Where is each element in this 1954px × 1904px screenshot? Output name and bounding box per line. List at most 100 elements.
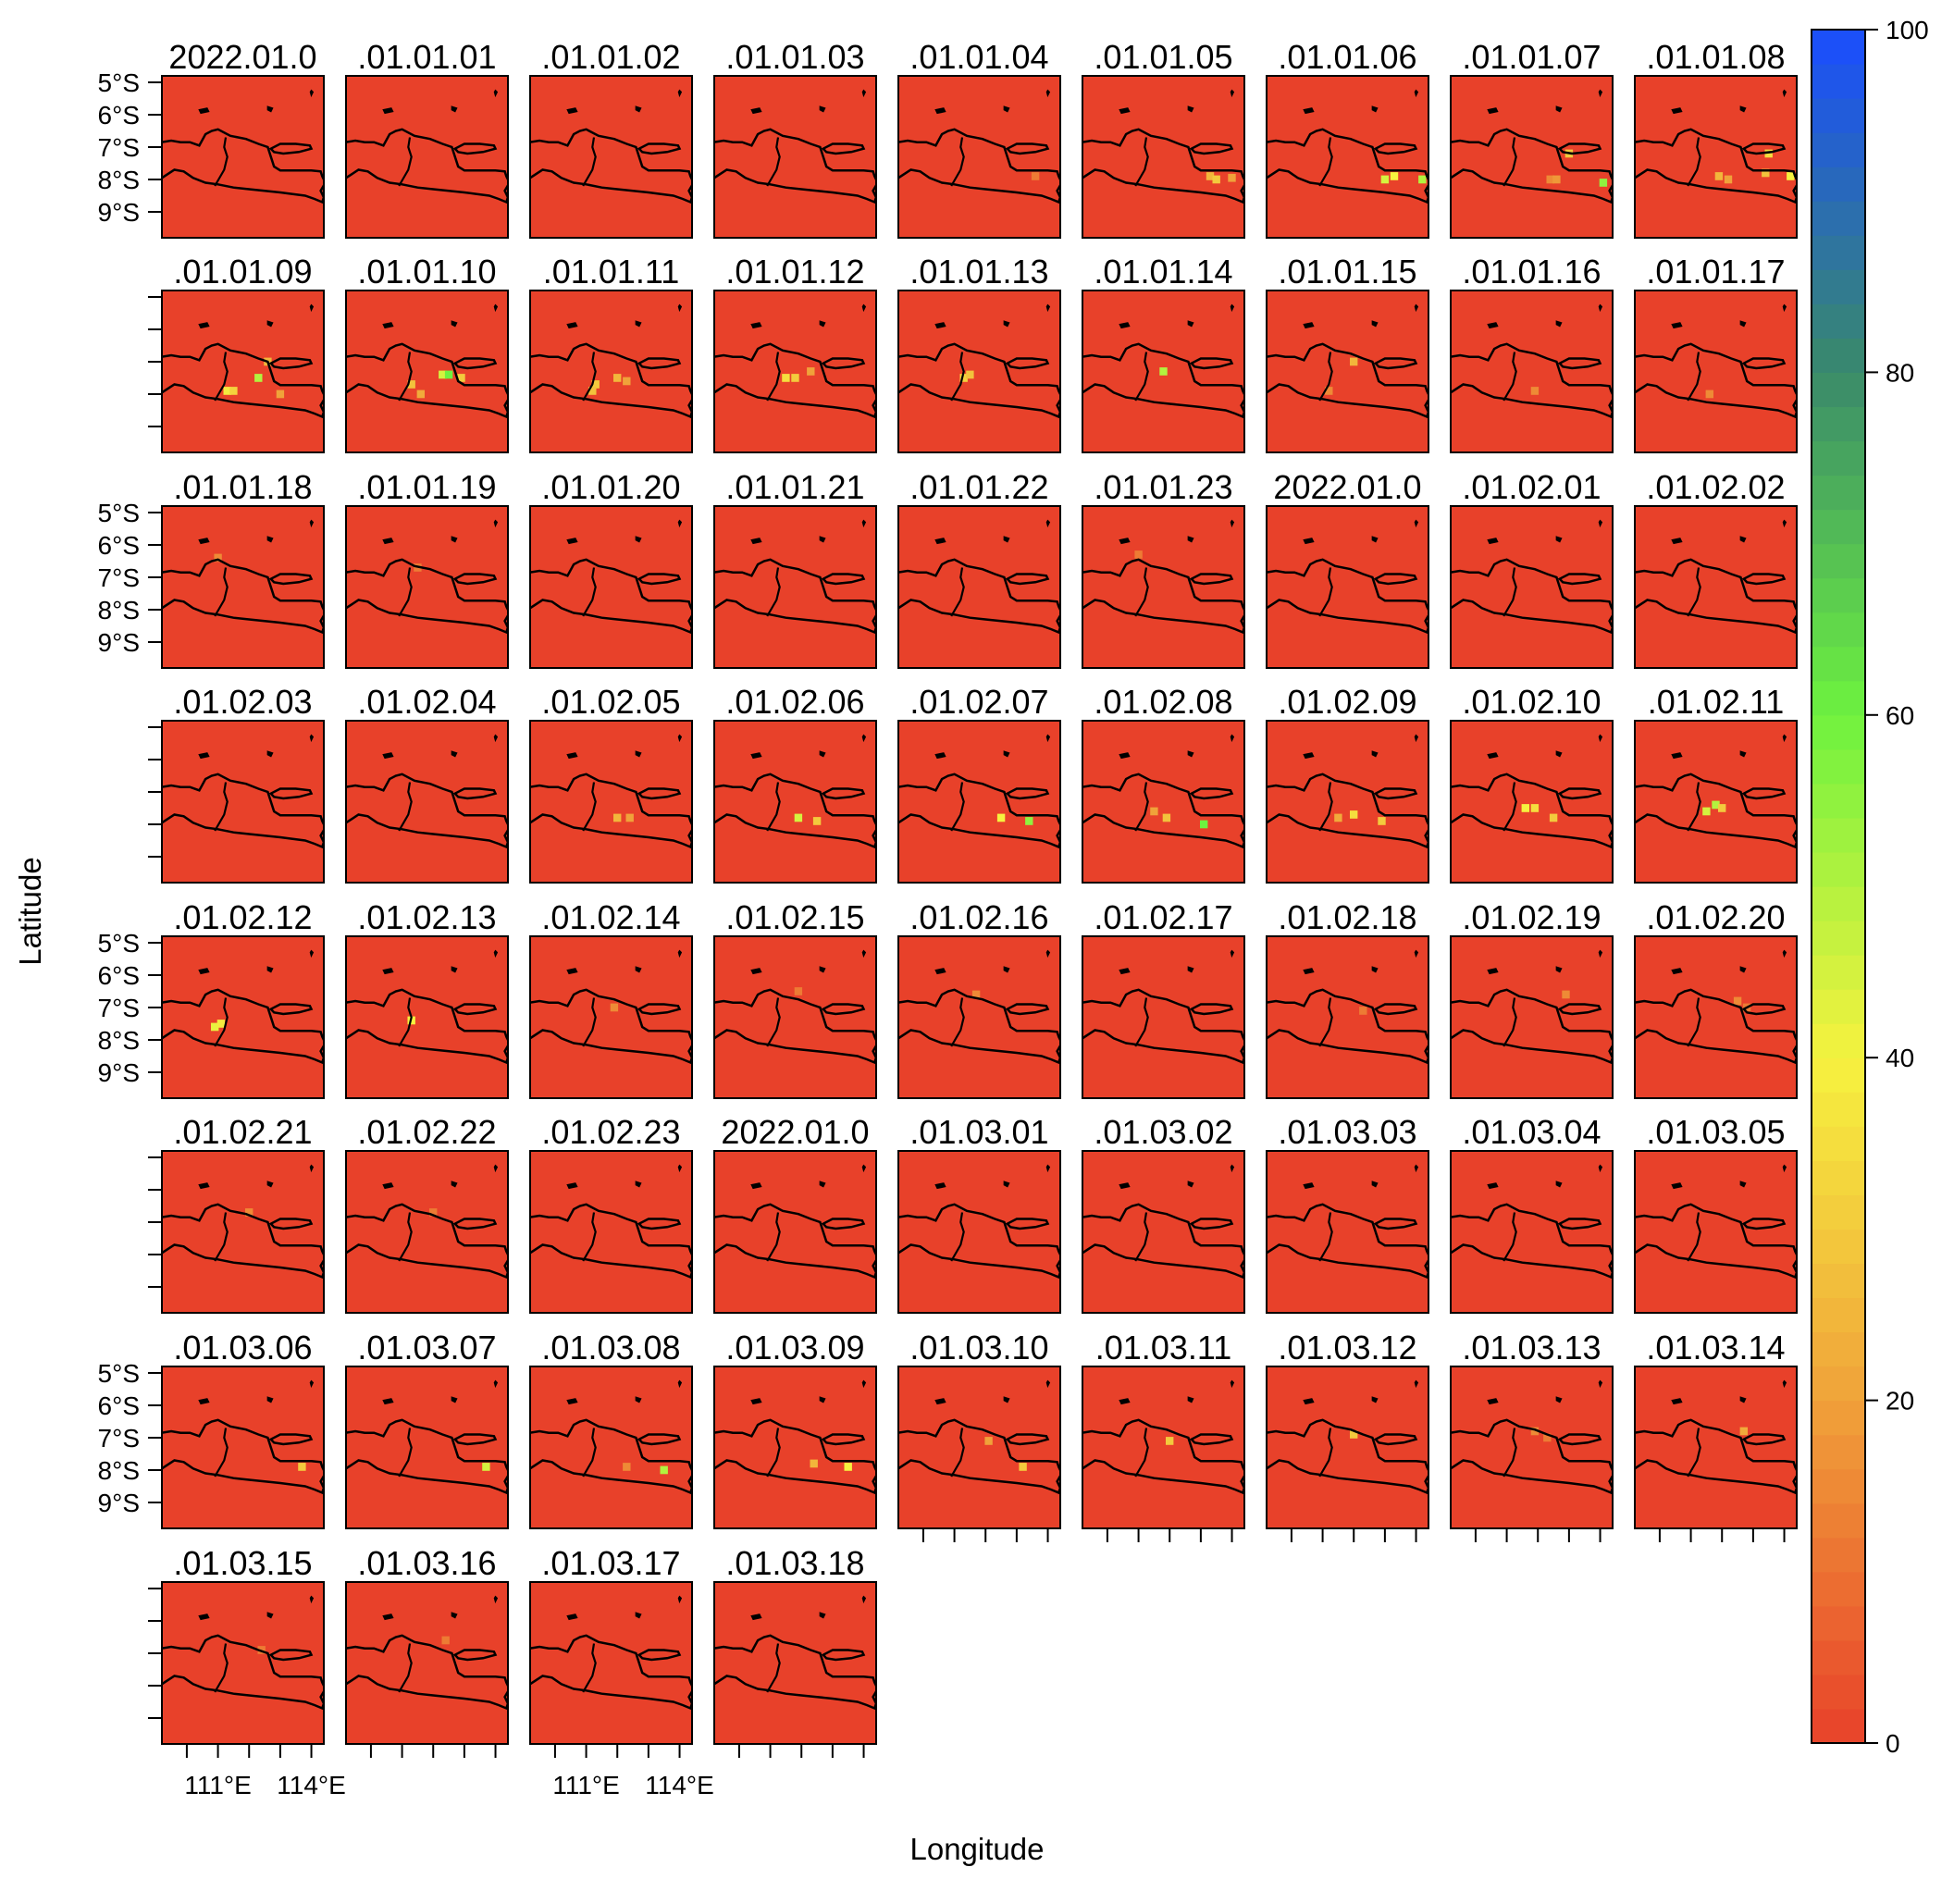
coastline xyxy=(162,342,324,419)
heat-cell xyxy=(591,380,600,389)
island-outline xyxy=(1598,303,1603,313)
island-outline xyxy=(1671,1182,1683,1190)
madura-outline xyxy=(268,1218,314,1230)
island-outline xyxy=(309,1595,315,1604)
panel-frame xyxy=(345,1150,509,1314)
panel-background xyxy=(714,1151,876,1313)
island-outline xyxy=(677,1379,683,1389)
panel-title: .01.02.06 xyxy=(725,683,864,721)
island-outline xyxy=(819,966,826,973)
heat-cell xyxy=(794,987,803,995)
colorbar-band xyxy=(1812,748,1865,785)
map-panel: .01.01.13 xyxy=(897,253,1061,453)
map-panel: .01.03.14 xyxy=(1634,1329,1798,1542)
coastline xyxy=(1635,342,1797,419)
colorbar-band xyxy=(1812,1229,1865,1265)
panel-background xyxy=(714,1366,876,1528)
colorbar-band xyxy=(1812,235,1865,270)
y-tick-label: 7°S xyxy=(98,133,140,162)
heat-cell xyxy=(429,1208,438,1217)
island-outline xyxy=(266,1612,274,1619)
heat-cell xyxy=(407,380,415,389)
island-outline xyxy=(493,1595,499,1604)
panel-title: .01.01.16 xyxy=(1462,253,1601,291)
island-outline xyxy=(1487,752,1499,760)
map-panel: .01.01.22 xyxy=(897,468,1061,669)
madura-outline xyxy=(268,142,314,155)
coastline xyxy=(346,342,508,419)
heat-cell xyxy=(1350,1430,1358,1439)
madura-outline xyxy=(1373,142,1418,155)
panel-background xyxy=(162,1366,324,1528)
panel-background xyxy=(1082,76,1244,238)
panel-background xyxy=(346,506,508,668)
island-outline xyxy=(819,320,826,328)
island-outline xyxy=(309,519,315,528)
colorbar-band xyxy=(1812,1605,1865,1641)
y-tick-label: 7°S xyxy=(98,994,140,1022)
island-outline xyxy=(198,322,210,329)
island-outline xyxy=(635,750,642,758)
panel-background xyxy=(530,936,692,1098)
island-outline xyxy=(451,1396,458,1403)
island-outline xyxy=(1598,1379,1603,1389)
colorbar-band xyxy=(1812,1366,1865,1402)
madura-outline xyxy=(1741,787,1787,800)
island-outline xyxy=(1003,1396,1010,1403)
panel-frame xyxy=(1266,290,1429,453)
panel-title: .01.03.04 xyxy=(1462,1113,1601,1151)
coastline xyxy=(898,1203,1060,1280)
island-outline xyxy=(1414,1379,1419,1389)
madura-outline xyxy=(268,1649,314,1662)
island-outline xyxy=(1782,734,1787,743)
province-border xyxy=(582,1643,597,1693)
province-border xyxy=(1318,137,1333,187)
panel-background xyxy=(346,76,508,238)
coastline xyxy=(1635,558,1797,635)
y-tick-label: 7°S xyxy=(98,563,140,592)
island-outline xyxy=(1487,968,1499,975)
province-border xyxy=(582,782,597,832)
coastline xyxy=(530,1634,692,1711)
map-panel: .01.02.04 xyxy=(345,683,509,884)
heat-cell xyxy=(1705,389,1713,399)
colorbar-band xyxy=(1812,1331,1865,1367)
panel-frame xyxy=(897,75,1061,239)
heat-cell xyxy=(1739,1427,1748,1436)
coastline xyxy=(1635,128,1797,204)
panel-frame xyxy=(1266,505,1429,669)
coastline xyxy=(530,558,692,635)
map-panel: .01.01.14 xyxy=(1082,253,1245,453)
map-panel: .01.03.09 xyxy=(713,1329,877,1529)
panel-background xyxy=(162,1151,324,1313)
colorbar-band xyxy=(1812,475,1865,511)
heat-cell xyxy=(794,813,803,822)
panel-frame xyxy=(529,935,693,1099)
province-border xyxy=(950,1212,965,1262)
island-outline xyxy=(1782,303,1787,313)
coastline xyxy=(898,342,1060,419)
panel-frame xyxy=(345,1366,509,1529)
heat-cell xyxy=(791,374,799,382)
province-border xyxy=(1687,1212,1701,1262)
panel-title: .01.03.15 xyxy=(173,1544,312,1582)
island-outline xyxy=(1303,107,1315,115)
panel-background xyxy=(530,506,692,668)
colorbar-band xyxy=(1812,921,1865,956)
panel-frame xyxy=(529,505,693,669)
island-outline xyxy=(1782,949,1787,958)
map-panel: .01.01.11 xyxy=(529,253,693,453)
province-border xyxy=(582,352,597,402)
panel-title: 2022.01.0 xyxy=(721,1113,869,1151)
island-outline xyxy=(1414,1164,1419,1173)
coastline xyxy=(1082,342,1244,419)
island-outline xyxy=(750,1398,762,1405)
coastline xyxy=(162,558,324,635)
coastline xyxy=(162,1418,324,1495)
madura-outline xyxy=(1373,787,1418,800)
heat-cell xyxy=(444,370,453,379)
colorbar-band xyxy=(1812,1537,1865,1573)
province-border xyxy=(1318,997,1333,1047)
heat-cell xyxy=(1562,990,1570,999)
madura-outline xyxy=(452,142,498,155)
